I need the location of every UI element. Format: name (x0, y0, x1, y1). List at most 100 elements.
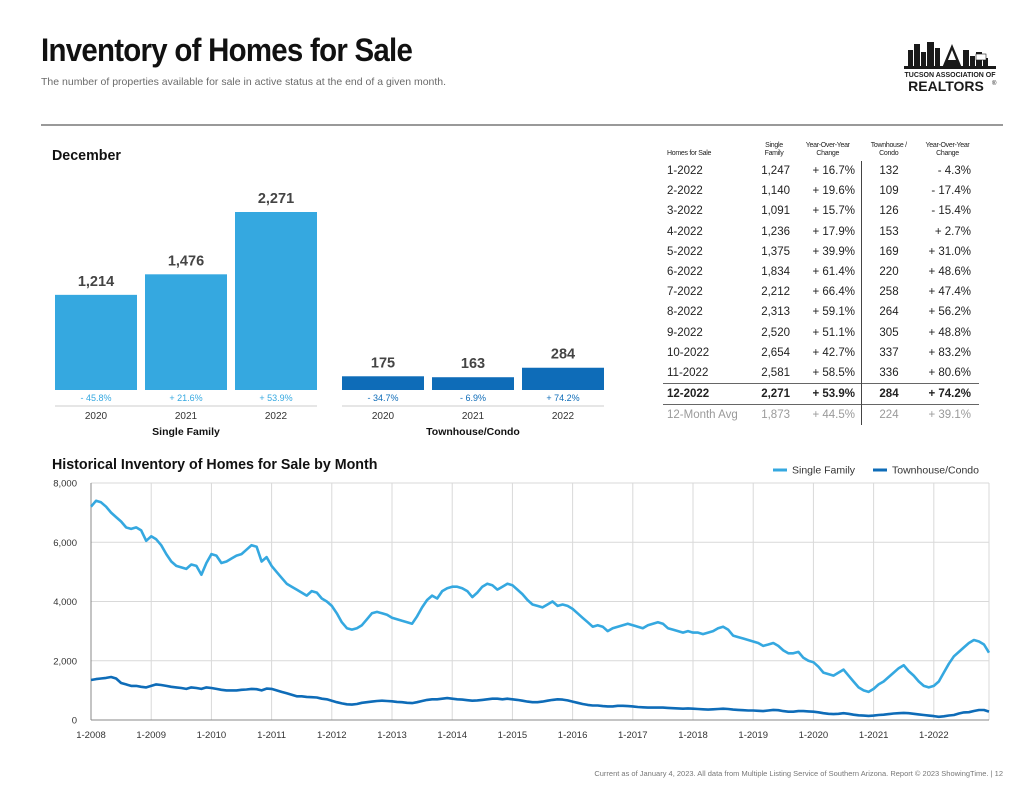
table-cell: 10-2022 (667, 346, 710, 359)
table-cell: 169 (879, 245, 899, 258)
bar-value-label: 175 (371, 355, 395, 371)
bar-change-label: + 74.2% (546, 393, 579, 403)
table-cell: + 53.9% (794, 383, 862, 405)
table-cell: + 74.2% (916, 383, 979, 405)
x-tick-label: 1-2020 (799, 730, 829, 741)
table-cell: 264 (879, 306, 899, 319)
bar (522, 367, 604, 390)
table-cell: 11-2022 (667, 366, 709, 379)
table-row: 5-2022 1,375 + 39.9% 169 + 31.0% (663, 241, 979, 262)
table-row: 1-2022 1,247 + 16.7% 132 - 4.3% (663, 161, 979, 182)
table-cell: 1,140 (761, 185, 790, 198)
monthly-stats-table: Homes for Sale Single Family Year-Over-Y… (663, 142, 979, 426)
table-header: Single Family (764, 142, 784, 157)
logo-line2: REALTORS (908, 78, 984, 94)
table-cell: - 17.4% (931, 185, 971, 198)
table-cell: + 61.4% (794, 261, 862, 283)
x-tick-label: 1-2017 (618, 730, 648, 741)
x-tick-label: 1-2019 (738, 730, 768, 741)
table-row: 4-2022 1,236 + 17.9% 153 + 2.7% (663, 221, 979, 242)
bar-year-label: 2021 (462, 411, 485, 422)
table-cell: 4-2022 (667, 225, 703, 238)
x-tick-label: 1-2015 (498, 730, 528, 741)
x-tick-label: 1-2010 (197, 730, 227, 741)
table-cell: + 42.7% (794, 342, 862, 363)
bar (235, 212, 317, 390)
table-cell: + 83.2% (928, 346, 971, 359)
table-cell: 2,271 (754, 383, 794, 405)
table-cell: + 80.6% (928, 366, 971, 379)
table-cell: + 39.1% (916, 404, 979, 426)
table-row: 9-2022 2,520 + 51.1% 305 + 48.8% (663, 322, 979, 343)
table-cell: 2,654 (761, 346, 790, 359)
bar-year-label: 2021 (175, 411, 198, 422)
table-cell: 1,091 (761, 205, 790, 218)
x-tick-label: 1-2016 (558, 730, 588, 741)
bar-value-label: 284 (551, 347, 575, 363)
x-tick-label: 1-2018 (678, 730, 708, 741)
bar-year-label: 2022 (552, 411, 575, 422)
table-header: Homes for Sale (667, 150, 712, 157)
table-cell: + 15.7% (794, 201, 862, 222)
table-row-12-month-avg: 12-Month Avg 1,873 + 44.5% 224 + 39.1% (663, 404, 979, 426)
table-cell: 220 (879, 266, 899, 279)
december-heading: December (52, 147, 121, 164)
footer-note: Current as of January 4, 2023. All data … (594, 769, 1003, 778)
bar-change-label: - 45.8% (80, 393, 111, 403)
y-tick-label: 6,000 (53, 538, 77, 549)
table-cell: + 47.4% (928, 286, 971, 299)
table-cell: 336 (879, 366, 899, 379)
bar-value-label: 163 (461, 356, 485, 372)
bar-group-label: Townhouse/Condo (426, 426, 520, 438)
table-cell: 109 (879, 185, 899, 198)
table-cell: + 51.1% (794, 322, 862, 343)
table-cell: - 4.3% (937, 165, 971, 178)
table-cell: + 19.6% (794, 181, 862, 202)
series-line-townhouse-condo (90, 675, 990, 719)
y-tick-label: 0 (72, 716, 77, 727)
y-tick-label: 4,000 (53, 597, 77, 608)
table-cell: 9-2022 (667, 326, 703, 339)
x-tick-label: 1-2011 (257, 730, 286, 741)
bar-change-label: + 21.6% (169, 393, 202, 403)
table-cell: 1,375 (761, 245, 790, 258)
table-cell: 3-2022 (667, 205, 703, 218)
historical-heading: Historical Inventory of Homes for Sale b… (52, 456, 378, 473)
page-title: Inventory of Homes for Sale (41, 32, 413, 68)
table-cell: 305 (879, 326, 899, 339)
table-header: Year-Over-Year Change (805, 142, 850, 157)
table-cell: 284 (861, 383, 916, 405)
header-divider (41, 124, 1003, 126)
series-line-single-family (90, 499, 991, 694)
table-cell: 337 (879, 346, 899, 359)
table-cell: + 17.9% (794, 221, 862, 242)
table-cell: 2,212 (761, 286, 790, 299)
table-cell: + 44.5% (794, 404, 862, 426)
table-cell: 2-2022 (667, 185, 703, 198)
x-tick-label: 1-2013 (377, 730, 407, 741)
table-cell: + 16.7% (794, 161, 862, 182)
logo-registered-mark: ® (992, 80, 997, 87)
table-cell: 2,313 (761, 306, 790, 319)
table-cell: 224 (861, 404, 916, 426)
table-cell: 132 (879, 165, 899, 178)
bar-value-label: 1,214 (78, 274, 114, 290)
table-cell: + 58.5% (794, 362, 862, 384)
x-tick-label: 1-2014 (437, 730, 467, 741)
table-cell: + 48.8% (928, 326, 971, 339)
table-cell: 1-2022 (667, 165, 703, 178)
table-header: Year-Over-Year Change (925, 142, 970, 157)
table-cell: 2,520 (761, 326, 790, 339)
table-cell: 1,236 (761, 225, 790, 238)
bar-year-label: 2020 (85, 411, 108, 422)
bar-year-label: 2020 (372, 411, 395, 422)
table-cell: 1,873 (754, 404, 794, 426)
realtors-logo: TUCSON ASSOCIATION OF REALTORS ® (904, 42, 997, 94)
table-header-row: Homes for Sale Single Family Year-Over-Y… (663, 142, 979, 161)
table-cell: 258 (879, 286, 899, 299)
table-cell: + 56.2% (928, 306, 971, 319)
table-cell: 126 (879, 205, 899, 218)
table-cell: + 59.1% (794, 302, 862, 323)
table-row: 3-2022 1,091 + 15.7% 126 - 15.4% (663, 201, 979, 222)
table-cell: 7-2022 (667, 286, 703, 299)
